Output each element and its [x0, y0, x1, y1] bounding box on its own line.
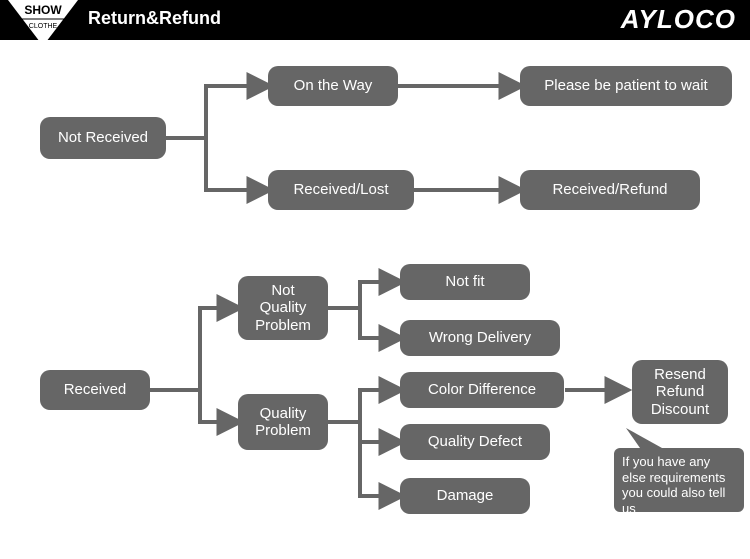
node-label: Received [64, 381, 127, 398]
node-label: Quality Defect [428, 433, 522, 450]
logo-text-top: SHOW [24, 3, 62, 17]
node-quality: Quality Problem [238, 394, 328, 450]
node-wrong-delivery: Wrong Delivery [400, 320, 560, 356]
node-label: Not Received [58, 129, 148, 146]
node-label: Received/Refund [552, 181, 667, 198]
node-label: Color Difference [428, 381, 536, 398]
node-label: Received/Lost [293, 181, 388, 198]
node-quality-defect: Quality Defect [400, 424, 550, 460]
node-resend: Resend Refund Discount [632, 360, 728, 424]
node-received-refund: Received/Refund [520, 170, 700, 210]
node-label: Please be patient to wait [544, 77, 707, 94]
callout-text: If you have any else requirements you co… [622, 454, 725, 516]
node-received-lost: Received/Lost [268, 170, 414, 210]
node-label: Damage [437, 487, 494, 504]
node-label: On the Way [294, 77, 373, 94]
node-label: Wrong Delivery [429, 329, 531, 346]
node-not-received: Not Received [40, 117, 166, 159]
node-label: Resend Refund Discount [651, 366, 709, 418]
node-label: Quality Problem [255, 405, 311, 440]
node-received: Received [40, 370, 150, 410]
page-title: Return&Refund [88, 8, 221, 29]
brand-name: AYLOCO [621, 4, 736, 35]
logo-text-bottom: CLOTHE [29, 23, 58, 30]
node-color-diff: Color Difference [400, 372, 564, 408]
header: SHOW CLOTHE Return&Refund AYLOCO [0, 0, 750, 40]
node-damage: Damage [400, 478, 530, 514]
node-label: Not Quality Problem [255, 282, 311, 334]
callout-note: If you have any else requirements you co… [614, 448, 744, 512]
node-patient: Please be patient to wait [520, 66, 732, 106]
logo-triangle-icon: SHOW CLOTHE [8, 0, 78, 46]
node-on-the-way: On the Way [268, 66, 398, 106]
node-not-quality: Not Quality Problem [238, 276, 328, 340]
node-not-fit: Not fit [400, 264, 530, 300]
node-label: Not fit [445, 273, 484, 290]
